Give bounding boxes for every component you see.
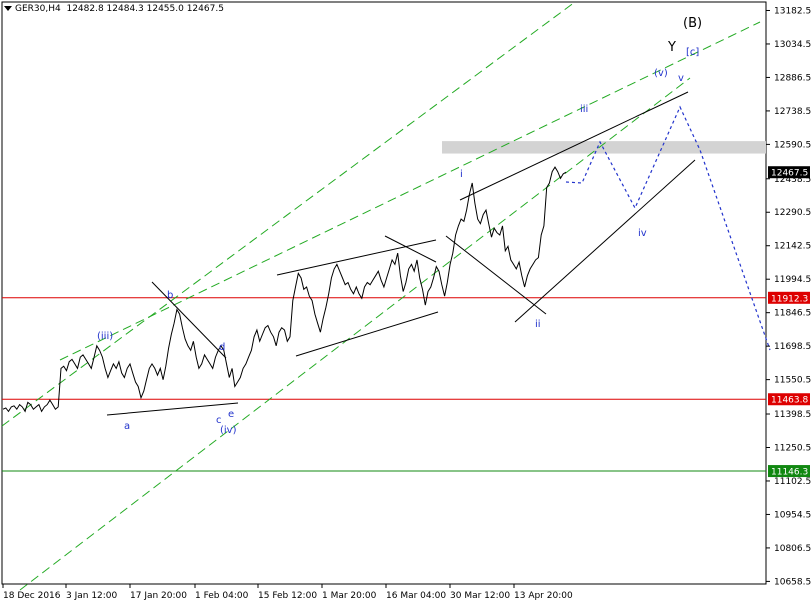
channel-middle-dashed [59,21,761,361]
y-tick-label: 12438.5 [774,175,811,185]
last-price-label: 12467.5 [771,169,808,179]
wedge-upper-line [276,239,437,276]
channel-helper [2,18,765,426]
channel-upper-dashed [1,1,576,427]
wave-label: b [167,290,173,301]
y-tick-label: 12886.5 [774,73,811,83]
y-tick-label: 13034.5 [774,40,811,50]
x-tick-label: 17 Jan 20:00 [130,591,187,601]
wave-label: c [216,415,222,426]
level-tag [768,465,810,478]
y-tick-label: 12290.5 [774,208,811,218]
wave-label: iv [638,228,647,239]
x-tick-label: 30 Mar 12:00 [450,591,510,601]
y-tick-label: 10806.5 [774,544,811,554]
correction-line [445,235,547,315]
rising-wedge-upper [459,91,689,201]
y-tick-label: 12738.5 [774,107,811,117]
x-tick-label: 3 Jan 12:00 [66,591,118,601]
wave-label: (B) [683,16,702,31]
channel-lower-dashed [19,77,691,591]
symbol-label: GER30,H4 [15,4,61,14]
x-tick-label: 13 Apr 20:00 [514,591,573,601]
wave-label: ii [535,319,541,330]
price-series-line [2,166,567,413]
y-tick-label: 13182.5 [774,6,811,16]
y-tick-label: 11698.5 [774,342,811,352]
dropdown-triangle-icon[interactable] [4,6,12,11]
level-tag-label: 11463.8 [771,396,808,406]
wave-label: Y [667,40,676,55]
y-tick-label: 12142.5 [774,242,811,252]
x-tick-label: 18 Dec 2016 [3,591,61,601]
last-price-tag [768,166,810,179]
wave-label: v [678,73,684,84]
y-tick-label: 11102.5 [774,477,811,487]
y-tick-label: 10954.5 [774,510,811,520]
y-tick-label: 11250.5 [774,443,811,453]
price-layer [2,166,567,413]
level-tag-label: 11912.3 [771,294,808,304]
wave-label: (v) [654,68,668,79]
wedge-lower-line [295,311,439,357]
triangle-upper-line [151,281,227,359]
wave-label: (iv) [220,425,237,436]
plot-frame [1,1,767,585]
x-tick-label: 15 Feb 12:00 [258,591,317,601]
y-tick-label: 11398.5 [774,410,811,420]
y-tick-label: 11846.5 [774,309,811,319]
zone-layer [442,141,766,154]
wave-label: i [460,169,463,180]
axis-layer [1,1,767,585]
level-tag [768,291,810,304]
wave-label: (iii) [97,331,113,342]
chart-header: GER30,H4 12482.8 12484.3 12455.0 12467.5 [4,4,224,14]
wave-label: [c] [686,47,699,58]
y-tick-label: 12590.5 [774,140,811,150]
wave-label: a [124,421,130,432]
level-tag-label: 11146.3 [771,468,808,478]
resistance-zone [442,141,766,154]
x-tick-label: 16 Mar 04:00 [386,591,446,601]
wave-label: iii [580,104,588,115]
wave-label: d [219,342,225,353]
x-tick-label: 1 Mar 20:00 [322,591,377,601]
channel-layer [1,1,765,591]
y-tick-label: 11550.5 [774,376,811,386]
triangle-lower-line [106,402,239,416]
wave-label: e [228,409,234,420]
level-tag [768,393,810,406]
wedge-cap-line [384,235,437,263]
hline-layer: 11912.3 11463.8 11146.3 [2,291,810,478]
y-tick-label: 10658.5 [774,577,811,587]
x-tick-label: 1 Feb 04:00 [195,591,249,601]
ohlc-label: 12482.8 12484.3 12455.0 12467.5 [66,4,224,14]
tick-layer: 13182.5 13034.5 12886.5 12738.5 12590.5 12438… [2,6,811,601]
y-tick-label: 11994.5 [774,275,811,285]
rising-wedge-lower [514,159,696,323]
